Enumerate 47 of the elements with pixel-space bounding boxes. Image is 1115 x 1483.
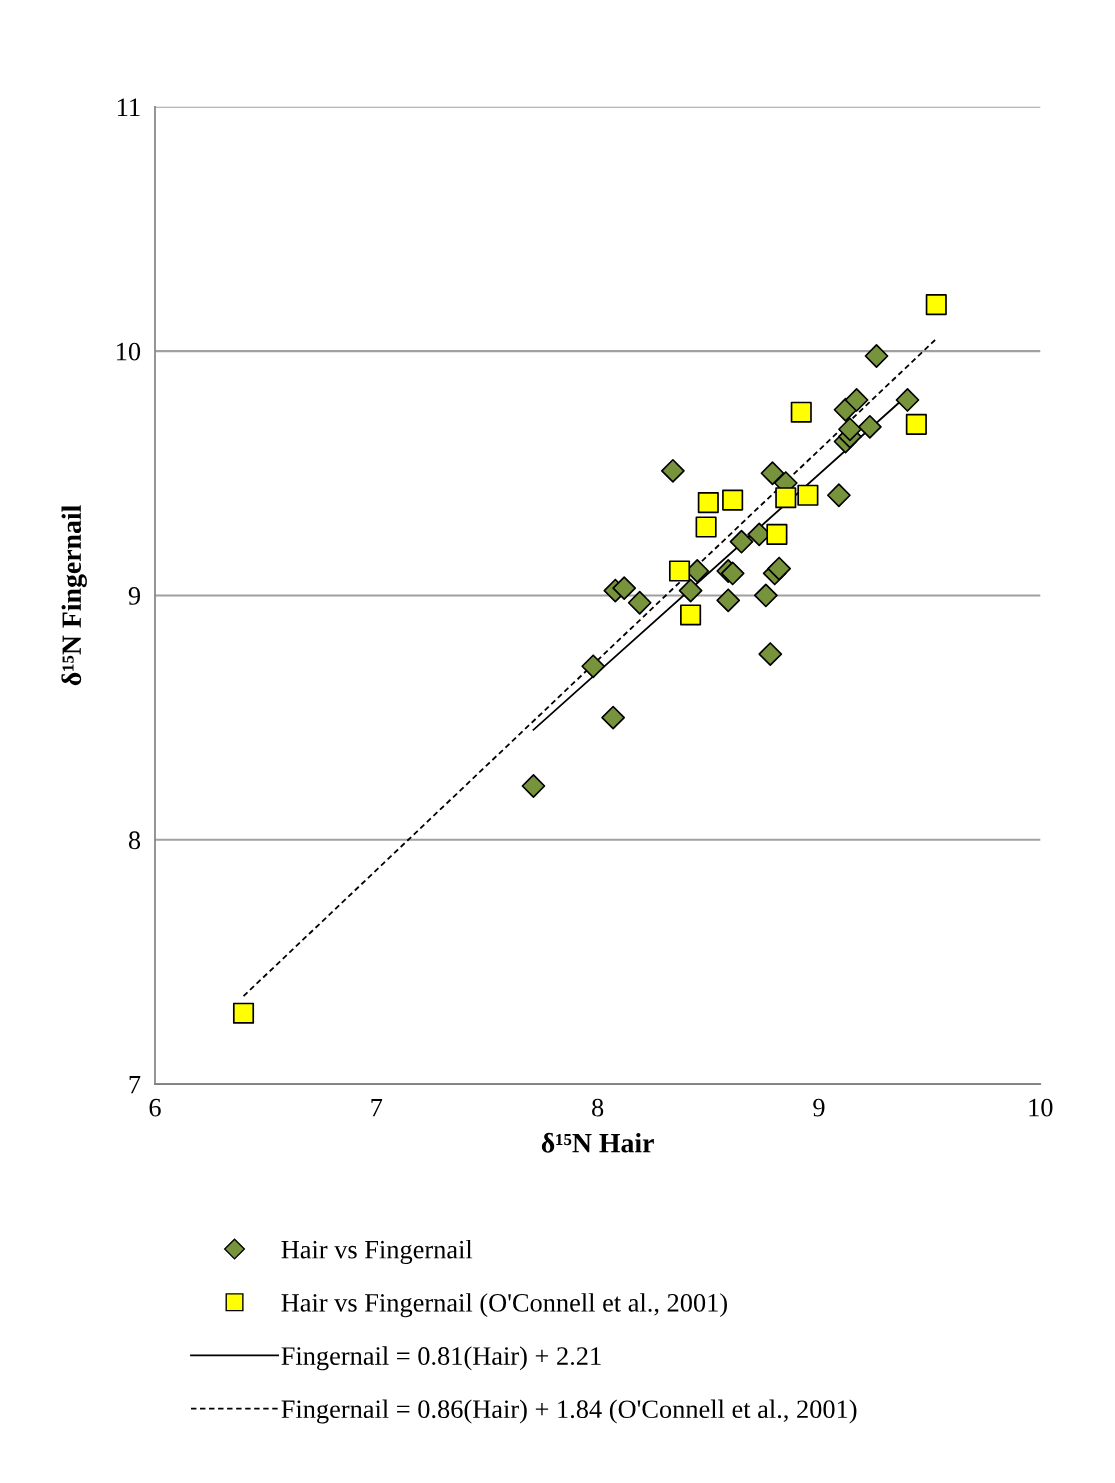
legend-label: Fingernail = 0.86(Hair) + 1.84 (O'Connell et al., 2001): [281, 1399, 857, 1424]
x-tick-label: 6: [149, 1098, 161, 1117]
point: [826, 483, 851, 508]
point: [925, 294, 947, 316]
y-tick-label: 8: [128, 831, 141, 850]
y-tick-label: 7: [129, 1075, 141, 1094]
point: [758, 642, 783, 666]
point: [797, 484, 819, 506]
y-tick-label: 11: [118, 98, 140, 116]
legend-label: Hair vs Fingernail: [281, 1239, 473, 1264]
point: [612, 576, 637, 600]
x-tick-label: 9: [813, 1098, 825, 1117]
y-tick-label: 9: [128, 587, 141, 605]
point: [678, 578, 703, 603]
point: [581, 654, 606, 679]
point: [844, 388, 869, 412]
point: [729, 529, 754, 554]
point: [697, 492, 719, 514]
x-tick-label: 8: [592, 1098, 604, 1117]
point: [857, 414, 882, 439]
x-tick-label: 7: [371, 1098, 383, 1117]
point: [775, 487, 797, 509]
point: [695, 516, 717, 538]
point: [760, 461, 785, 486]
point: [753, 583, 778, 608]
point: [905, 413, 927, 435]
point: [790, 401, 812, 423]
point: [766, 523, 788, 545]
point: [722, 489, 744, 511]
x-tick-label: 10: [1029, 1098, 1053, 1117]
legend-label: Hair vs Fingernail (O'Connell et al., 2001): [281, 1293, 727, 1318]
point: [838, 417, 862, 442]
point: [767, 556, 792, 581]
point: [660, 458, 685, 483]
point: [521, 774, 546, 798]
point: [627, 590, 652, 615]
point: [864, 344, 889, 368]
y-tick-label: 10: [117, 342, 141, 361]
x-axis-title: δ¹⁵N Hair: [541, 1132, 654, 1153]
point: [680, 604, 702, 626]
y-axis-title: δ¹⁵N Fingernail: [61, 505, 87, 686]
legend-label: Fingernail = 0.81(Hair) + 2.21: [281, 1346, 601, 1371]
point: [716, 588, 741, 613]
point: [668, 560, 691, 582]
point: [232, 1002, 255, 1024]
point: [895, 388, 920, 412]
point: [601, 705, 626, 730]
